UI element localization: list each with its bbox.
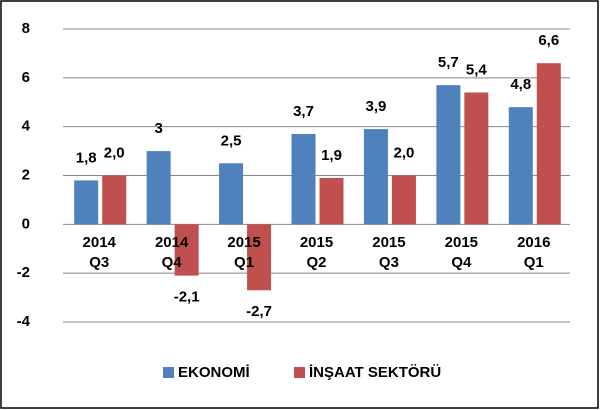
bar xyxy=(319,177,344,225)
legend-label: İNŞAAT SEKTÖRÜ xyxy=(309,364,441,381)
bar xyxy=(174,224,199,276)
legend-swatch xyxy=(163,367,174,378)
x-tick-label: 2014 Q4 xyxy=(154,234,189,272)
bar xyxy=(536,63,561,225)
bar xyxy=(363,129,388,225)
value-label: 3 xyxy=(154,120,162,137)
legend-swatch xyxy=(294,367,305,378)
x-tick-label: 2015 Q2 xyxy=(299,234,334,272)
value-label: 3,9 xyxy=(365,98,386,115)
bar xyxy=(146,151,171,225)
y-tick-label: -4 xyxy=(17,313,31,330)
y-tick-label: 0 xyxy=(22,215,30,232)
value-label: 1,8 xyxy=(76,149,97,166)
bar xyxy=(219,163,244,225)
bar xyxy=(74,180,99,225)
y-tick-label: 6 xyxy=(22,69,30,86)
value-label: 3,7 xyxy=(293,103,314,120)
value-label: 6,6 xyxy=(538,32,559,49)
value-label: 2,5 xyxy=(221,132,242,149)
x-tick-label: 2015 Q4 xyxy=(444,234,479,272)
value-label: 2,0 xyxy=(393,144,414,161)
y-tick-label: 8 xyxy=(22,20,30,37)
legend-label: EKONOMİ xyxy=(178,364,250,381)
value-label: 4,8 xyxy=(510,76,531,93)
value-label: -2,7 xyxy=(246,303,272,320)
bar xyxy=(464,92,489,225)
value-label: 5,4 xyxy=(466,61,488,78)
bar xyxy=(291,133,316,225)
value-label: 5,7 xyxy=(438,54,459,71)
y-tick-label: 4 xyxy=(22,118,31,135)
bar xyxy=(508,107,533,225)
x-tick-label: 2015 Q3 xyxy=(372,234,406,272)
bar xyxy=(102,175,127,225)
value-label: 1,9 xyxy=(321,147,342,164)
x-tick-label: 2014 Q3 xyxy=(82,234,116,272)
value-label: 2,0 xyxy=(104,144,125,161)
x-tick-label: 2016 Q1 xyxy=(517,234,551,272)
value-label: -2,1 xyxy=(174,289,200,306)
y-tick-label: -2 xyxy=(17,264,30,281)
x-tick-label: 2015 Q1 xyxy=(227,234,261,272)
y-tick-label: 2 xyxy=(22,166,30,183)
bar xyxy=(436,85,461,225)
bar xyxy=(391,175,416,225)
bar xyxy=(247,224,272,291)
